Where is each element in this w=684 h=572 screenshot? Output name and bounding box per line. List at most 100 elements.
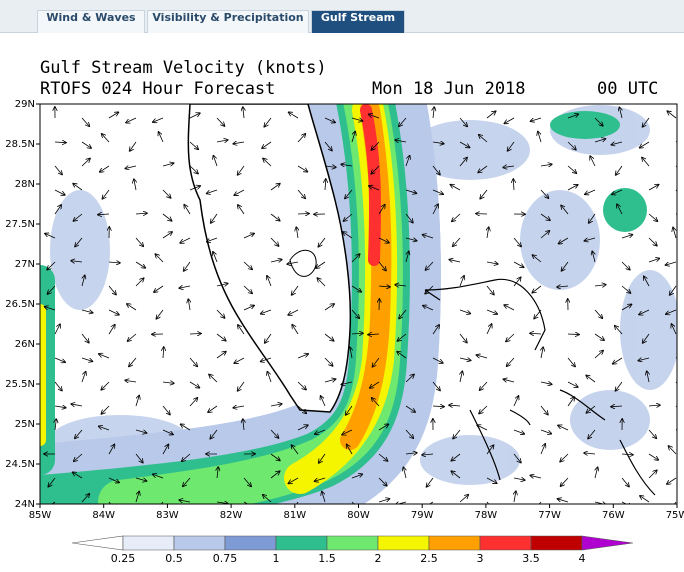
current-arrow bbox=[179, 286, 191, 288]
current-arrow bbox=[621, 285, 630, 293]
current-arrow bbox=[108, 112, 118, 119]
current-arrow bbox=[530, 117, 542, 121]
lon-label: 80W bbox=[347, 510, 370, 521]
current-arrow bbox=[213, 156, 218, 167]
current-arrow bbox=[613, 357, 623, 364]
current-arrow bbox=[292, 285, 299, 295]
current-arrow bbox=[459, 495, 468, 503]
current-arrow bbox=[342, 429, 353, 435]
current-arrow bbox=[372, 398, 380, 407]
tab[interactable]: Visibility & Precipitation bbox=[147, 10, 309, 33]
colorbar-label: 0.25 bbox=[111, 552, 136, 565]
current-arrow bbox=[513, 277, 521, 287]
current-arrow bbox=[399, 309, 407, 319]
current-arrow bbox=[513, 429, 524, 434]
current-arrow bbox=[262, 141, 272, 148]
colorbar-segment bbox=[224, 535, 277, 551]
current-arrow bbox=[216, 140, 228, 142]
current-arrow bbox=[648, 258, 659, 263]
current-arrow bbox=[351, 131, 355, 143]
current-arrow bbox=[459, 276, 464, 287]
current-arrow bbox=[184, 261, 191, 271]
current-arrow bbox=[426, 477, 434, 487]
current-arrow bbox=[595, 467, 598, 479]
current-arrow bbox=[486, 445, 494, 455]
current-arrow bbox=[405, 213, 413, 223]
current-arrow bbox=[135, 278, 144, 287]
current-arrow bbox=[267, 372, 272, 383]
current-arrow bbox=[648, 213, 657, 221]
tab[interactable]: Gulf Stream bbox=[311, 10, 405, 33]
current-arrow bbox=[81, 158, 90, 167]
current-arrow bbox=[567, 334, 579, 335]
current-arrow bbox=[159, 132, 164, 143]
colorbar-segment bbox=[275, 535, 328, 551]
current-arrow bbox=[567, 397, 574, 407]
lon-label: 81W bbox=[283, 510, 306, 521]
current-arrow bbox=[648, 185, 659, 191]
current-arrow bbox=[270, 237, 279, 246]
current-arrow bbox=[125, 380, 137, 382]
current-arrow bbox=[486, 262, 498, 264]
current-arrow bbox=[423, 235, 434, 239]
current-arrow bbox=[584, 238, 596, 241]
current-arrow bbox=[47, 261, 56, 270]
current-arrow bbox=[425, 261, 434, 270]
current-arrow bbox=[156, 309, 164, 319]
current-arrow bbox=[405, 156, 410, 167]
current-arrow bbox=[586, 405, 596, 413]
current-arrow bbox=[54, 324, 60, 335]
current-arrow bbox=[371, 141, 380, 150]
current-arrow bbox=[424, 501, 434, 504]
current-arrow bbox=[102, 189, 110, 199]
current-arrow bbox=[234, 189, 245, 195]
current-arrow bbox=[216, 502, 228, 504]
current-arrow bbox=[351, 254, 360, 263]
current-arrow bbox=[540, 164, 552, 166]
current-arrow bbox=[316, 261, 326, 268]
current-arrow bbox=[54, 142, 66, 143]
current-arrow bbox=[351, 333, 363, 334]
lat-label: 27.5N bbox=[5, 219, 35, 230]
current-arrow bbox=[378, 424, 388, 431]
current-arrow bbox=[561, 261, 569, 271]
current-arrow bbox=[567, 165, 576, 173]
current-arrow bbox=[216, 352, 226, 359]
current-arrow bbox=[108, 444, 114, 455]
current-arrow bbox=[503, 166, 515, 167]
current-arrow bbox=[589, 213, 596, 223]
current-arrow bbox=[126, 117, 137, 123]
map bbox=[40, 104, 677, 504]
current-arrow bbox=[450, 185, 461, 191]
current-arrow bbox=[561, 205, 569, 215]
current-arrow bbox=[459, 141, 470, 147]
current-arrow bbox=[639, 309, 650, 315]
current-arrow bbox=[74, 453, 83, 461]
current-arrow bbox=[108, 477, 119, 482]
current-arrow bbox=[270, 471, 280, 479]
colorbar-label: 4 bbox=[579, 552, 586, 565]
current-arrow bbox=[588, 429, 596, 439]
current-arrow bbox=[405, 405, 415, 412]
colorbar-segment bbox=[122, 535, 175, 551]
current-arrow bbox=[98, 214, 110, 215]
current-arrow bbox=[243, 107, 244, 119]
current-arrow bbox=[270, 453, 280, 461]
current-arrow bbox=[644, 276, 650, 287]
current-arrow bbox=[594, 139, 606, 143]
current-arrow bbox=[459, 309, 470, 314]
current-arrow bbox=[81, 494, 89, 503]
current-arrow bbox=[423, 306, 434, 311]
current-arrow bbox=[208, 405, 218, 412]
lat-label: 28N bbox=[15, 179, 35, 190]
current-arrow bbox=[399, 117, 407, 126]
current-arrow bbox=[453, 237, 461, 246]
current-arrow bbox=[160, 501, 164, 504]
current-arrow bbox=[640, 496, 650, 503]
current-arrow bbox=[584, 453, 596, 454]
current-arrow bbox=[324, 357, 333, 366]
current-arrow bbox=[432, 357, 443, 363]
current-arrow bbox=[621, 235, 632, 239]
current-arrow bbox=[54, 165, 62, 174]
tab[interactable]: Wind & Waves bbox=[37, 10, 145, 33]
